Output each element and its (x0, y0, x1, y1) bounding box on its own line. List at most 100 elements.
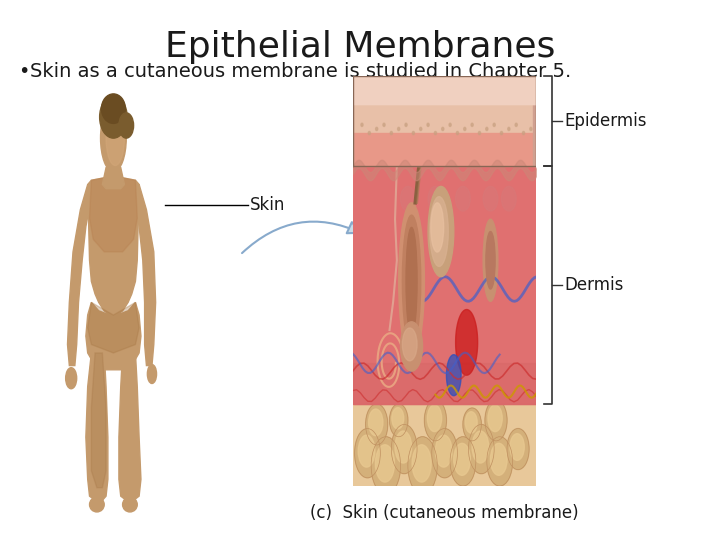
Ellipse shape (427, 123, 429, 126)
Polygon shape (91, 353, 106, 488)
Ellipse shape (490, 443, 507, 475)
Text: Epidermis: Epidermis (564, 112, 647, 130)
Ellipse shape (472, 431, 489, 463)
Bar (353, 104, 536, 137)
Ellipse shape (508, 127, 510, 131)
Polygon shape (446, 355, 461, 396)
Bar (353, 133, 536, 166)
Ellipse shape (89, 497, 104, 512)
Ellipse shape (483, 219, 498, 301)
Ellipse shape (148, 364, 156, 383)
Ellipse shape (454, 443, 470, 475)
Ellipse shape (523, 131, 525, 134)
Ellipse shape (390, 131, 392, 134)
Bar (353, 363, 536, 404)
Ellipse shape (402, 328, 417, 361)
Ellipse shape (483, 186, 498, 211)
Ellipse shape (486, 232, 495, 289)
Ellipse shape (463, 408, 481, 441)
Polygon shape (68, 185, 91, 366)
Polygon shape (456, 309, 477, 375)
Ellipse shape (375, 445, 395, 482)
Ellipse shape (428, 186, 454, 276)
Ellipse shape (434, 131, 436, 134)
Ellipse shape (500, 131, 503, 134)
Polygon shape (86, 353, 108, 501)
Ellipse shape (392, 424, 417, 474)
Ellipse shape (372, 437, 400, 494)
Ellipse shape (441, 127, 444, 131)
Ellipse shape (502, 186, 516, 211)
Ellipse shape (485, 400, 507, 441)
Ellipse shape (493, 123, 495, 126)
Ellipse shape (366, 404, 387, 445)
Bar (353, 396, 536, 486)
Ellipse shape (400, 322, 423, 371)
Ellipse shape (106, 111, 125, 165)
Ellipse shape (361, 123, 363, 126)
Ellipse shape (355, 429, 380, 478)
Ellipse shape (469, 424, 494, 474)
Polygon shape (533, 76, 536, 166)
Ellipse shape (465, 411, 477, 433)
Text: •: • (18, 62, 30, 81)
Text: Epithelial Membranes: Epithelial Membranes (165, 30, 555, 64)
Ellipse shape (412, 445, 431, 482)
Ellipse shape (450, 437, 476, 486)
Ellipse shape (359, 435, 375, 467)
Text: Dermis: Dermis (564, 276, 624, 294)
Ellipse shape (515, 123, 517, 126)
Ellipse shape (405, 123, 407, 126)
Ellipse shape (397, 127, 400, 131)
Ellipse shape (101, 104, 126, 172)
Ellipse shape (399, 203, 424, 359)
Ellipse shape (395, 431, 412, 463)
Ellipse shape (478, 131, 480, 134)
Ellipse shape (430, 197, 449, 266)
Polygon shape (88, 176, 139, 315)
Ellipse shape (471, 123, 473, 126)
Ellipse shape (432, 429, 457, 478)
Polygon shape (88, 302, 139, 353)
Ellipse shape (486, 127, 488, 131)
Ellipse shape (392, 408, 404, 429)
Text: Skin: Skin (250, 196, 285, 214)
Polygon shape (89, 176, 138, 252)
Ellipse shape (400, 186, 415, 211)
Ellipse shape (390, 404, 408, 437)
Ellipse shape (530, 127, 532, 131)
Text: Skin as a cutaneous membrane is studied in Chapter 5.: Skin as a cutaneous membrane is studied … (30, 62, 571, 81)
Ellipse shape (406, 227, 417, 334)
Bar (353, 76, 536, 104)
Ellipse shape (510, 434, 524, 460)
Ellipse shape (369, 409, 383, 436)
Ellipse shape (122, 497, 138, 512)
Ellipse shape (507, 429, 529, 470)
Ellipse shape (456, 131, 459, 134)
Ellipse shape (408, 437, 437, 494)
Ellipse shape (464, 127, 466, 131)
Ellipse shape (428, 186, 443, 211)
Bar (353, 166, 536, 404)
FancyArrowPatch shape (242, 221, 361, 253)
Polygon shape (119, 353, 141, 501)
Ellipse shape (66, 368, 77, 389)
Polygon shape (135, 185, 156, 366)
Ellipse shape (487, 437, 513, 486)
Ellipse shape (402, 215, 420, 347)
Ellipse shape (368, 131, 370, 134)
Ellipse shape (376, 127, 378, 131)
Ellipse shape (383, 123, 385, 126)
Ellipse shape (428, 405, 441, 431)
Ellipse shape (431, 203, 444, 252)
Polygon shape (86, 302, 141, 370)
Ellipse shape (436, 435, 452, 467)
Text: (c)  Skin (cutaneous membrane): (c) Skin (cutaneous membrane) (310, 504, 579, 522)
Ellipse shape (488, 405, 503, 431)
Polygon shape (353, 76, 536, 104)
Ellipse shape (102, 94, 125, 123)
Ellipse shape (119, 113, 134, 138)
Ellipse shape (99, 96, 127, 138)
Ellipse shape (420, 127, 422, 131)
Ellipse shape (449, 123, 451, 126)
